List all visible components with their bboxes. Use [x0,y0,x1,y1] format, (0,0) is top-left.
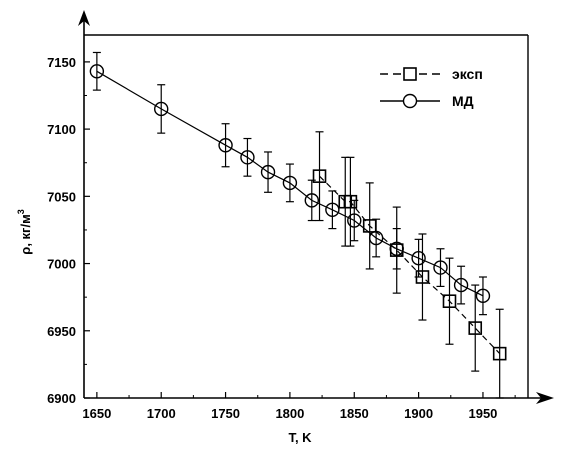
x-tick-label: 1650 [82,406,111,421]
y-axis-title: ρ, кг/м3 [16,209,33,254]
legend-label: эксп [452,66,483,82]
circle-marker [389,241,404,256]
circle-marker [411,250,426,266]
y-tick-label: 7000 [47,257,76,272]
circle-marker [347,213,362,228]
series-md [89,51,491,316]
y-tick-label: 7150 [47,55,76,70]
circle-marker [304,193,319,208]
square-marker [492,346,507,361]
circle-marker [240,150,255,165]
circle-marker [368,230,384,246]
square-marker [468,321,483,335]
square-marker [312,169,327,183]
circle-marker [218,138,233,153]
y-axis-title-superscript: 3 [16,209,26,214]
circle-marker [154,101,169,117]
square-marker [343,194,358,209]
x-tick-label: 1850 [340,406,369,421]
legend-label: МД [452,93,474,109]
y-tick-label: 6900 [47,391,76,406]
legend: эксп МД [380,66,483,109]
legend-square-marker [403,67,417,81]
circle-marker [453,277,469,293]
series-exp [312,131,507,399]
y-axis-arrow [78,10,90,26]
x-tick-label: 1900 [404,406,433,421]
x-tick-label: 1950 [468,406,497,421]
y-tick-label: 7100 [47,122,76,137]
x-axis-title: T, K [288,430,312,445]
axis-ticks: 1650 1700 1750 1800 1850 1900 1950 6900 6950 7000… [47,55,516,421]
x-axis-arrow [536,392,554,404]
x-tick-label: 1800 [275,406,304,421]
circle-marker [260,164,276,180]
legend-item-exp: эксп [380,66,483,82]
y-tick-label: 6950 [47,324,76,339]
y-axis-title-main: ρ, кг/м [18,214,33,254]
circle-marker [475,288,491,304]
circle-marker [433,260,448,275]
circle-marker [325,202,340,217]
series-layer [89,51,507,399]
y-tick-label: 7050 [47,189,76,204]
legend-circle-marker [402,93,418,109]
x-tick-label: 1750 [211,406,240,421]
circle-marker [89,64,105,79]
x-tick-label: 1700 [147,406,176,421]
circle-marker [282,175,298,191]
legend-item-md: МД [380,93,474,109]
square-marker [442,294,457,309]
